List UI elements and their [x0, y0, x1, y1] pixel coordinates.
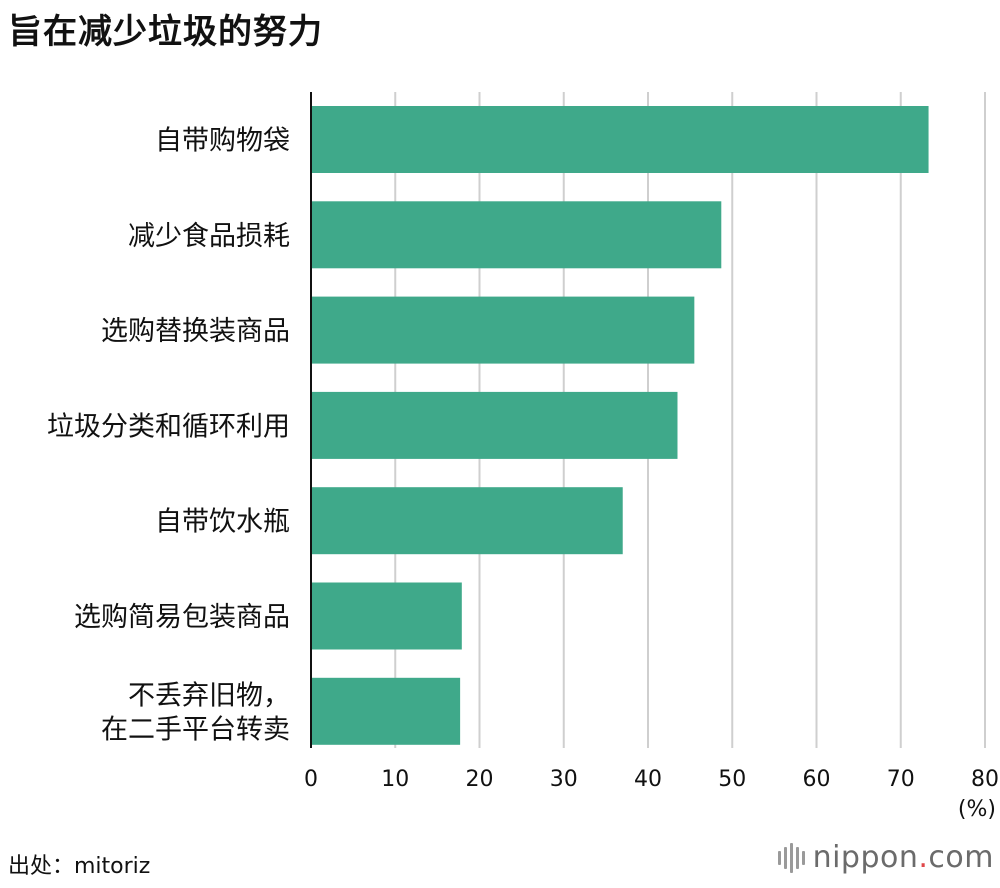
brand-mark-icon [777, 842, 805, 873]
brand-logo: nippon.com [777, 840, 994, 875]
bar [311, 487, 623, 555]
category-label: 减少食品损耗 [128, 221, 290, 252]
x-tick-label: 70 [887, 767, 915, 792]
x-tick-label: 0 [304, 767, 318, 792]
brand-mark-bar [789, 842, 793, 873]
brand-mark-bar [777, 850, 781, 865]
category-label: 在二手平台转卖 [101, 714, 290, 745]
x-tick-label: 10 [381, 767, 409, 792]
x-tick-label: 20 [466, 767, 494, 792]
bar-chart: 自带购物袋减少食品损耗选购替换装商品垃圾分类和循环利用自带饮水瓶选购简易包装商品… [47, 92, 999, 822]
brand-mark-bar [801, 850, 805, 865]
chart-title: 旨在减少垃圾的努力 [8, 12, 323, 52]
bar [311, 582, 462, 650]
category-label: 自带饮水瓶 [155, 507, 290, 538]
x-tick-label: 50 [718, 767, 746, 792]
x-tick-label: 30 [550, 767, 578, 792]
source-note: 出处：mitoriz [8, 854, 151, 879]
bar [311, 201, 722, 269]
x-tick-label: 40 [634, 767, 662, 792]
bar [311, 106, 929, 173]
category-label: 不丢弃旧物， [128, 680, 290, 711]
brand-dot: . [918, 840, 929, 875]
category-label: 垃圾分类和循环利用 [47, 411, 290, 442]
category-labels: 自带购物袋减少食品损耗选购替换装商品垃圾分类和循环利用自带饮水瓶选购简易包装商品… [47, 126, 290, 746]
category-label: 选购简易包装商品 [74, 602, 290, 633]
category-label: 选购替换装商品 [101, 316, 290, 347]
bar [311, 677, 461, 745]
brand-wordmark: nippon.com [813, 840, 994, 875]
bar [311, 391, 678, 459]
x-tick-label: 80 [971, 767, 999, 792]
brand-suffix: com [928, 840, 994, 875]
brand-mark-bar [783, 846, 787, 869]
x-unit-label: (%) [958, 797, 996, 822]
brand-mark-bar [795, 846, 799, 869]
x-tick-label: 60 [803, 767, 831, 792]
category-label: 自带购物袋 [155, 126, 290, 157]
x-tick-labels: 0 10 20 30 40 50 60 70 80 [304, 767, 999, 792]
bars [311, 106, 929, 745]
brand-name: nippon [812, 840, 919, 875]
bar [311, 296, 695, 364]
